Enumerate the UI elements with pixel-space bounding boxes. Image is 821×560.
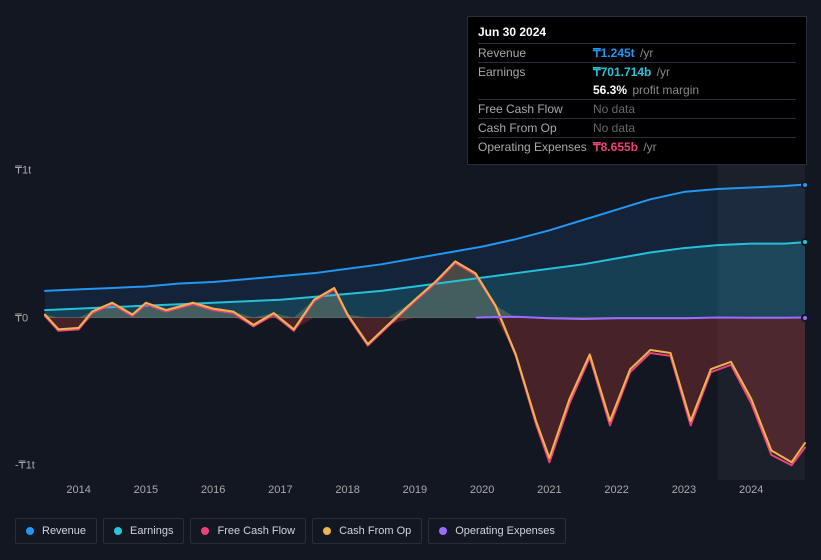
x-tick-label: 2021 [537, 484, 561, 496]
x-tick-label: 2016 [201, 484, 225, 496]
legend-label: Cash From Op [339, 525, 411, 537]
x-tick-label: 2014 [66, 484, 90, 496]
tooltip-row: Revenue₸1.245t /yr [478, 43, 796, 62]
x-tick-label: 2023 [672, 484, 696, 496]
x-tick-label: 2019 [403, 484, 427, 496]
tooltip-label: Free Cash Flow [478, 102, 593, 116]
legend-item-cash_from_op[interactable]: Cash From Op [312, 518, 422, 544]
chart-legend: Revenue Earnings Free Cash Flow Cash From O… [15, 518, 566, 544]
y-tick-label: ₸1t [15, 163, 31, 176]
legend-item-revenue[interactable]: Revenue [15, 518, 97, 544]
y-tick-label: -₸1t [15, 459, 35, 472]
chart-svg [15, 155, 805, 480]
series-endpoint-revenue [801, 181, 809, 189]
tooltip-value: ₸701.714b [593, 65, 651, 79]
series-endpoint-operating_expenses [801, 314, 809, 322]
tooltip-unit: /yr [637, 46, 654, 60]
tooltip-row: 56.3% profit margin [478, 81, 796, 99]
tooltip-row: Earnings₸701.714b /yr [478, 62, 796, 81]
x-tick-label: 2020 [470, 484, 494, 496]
legend-dot-icon [114, 527, 122, 535]
x-tick-label: 2022 [604, 484, 628, 496]
series-endpoint-earnings [801, 238, 809, 246]
x-tick-label: 2018 [335, 484, 359, 496]
chart-tooltip: Jun 30 2024 Revenue₸1.245t /yrEarnings₸7… [467, 16, 807, 165]
legend-item-earnings[interactable]: Earnings [103, 518, 184, 544]
legend-dot-icon [26, 527, 34, 535]
legend-label: Revenue [42, 525, 86, 537]
x-tick-label: 2015 [134, 484, 158, 496]
legend-dot-icon [439, 527, 447, 535]
legend-item-operating_expenses[interactable]: Operating Expenses [428, 518, 566, 544]
legend-dot-icon [323, 527, 331, 535]
legend-label: Operating Expenses [455, 525, 555, 537]
legend-item-free_cash_flow[interactable]: Free Cash Flow [190, 518, 306, 544]
tooltip-label: Cash From Op [478, 121, 593, 135]
tooltip-nodata: No data [593, 102, 635, 116]
tooltip-value: ₸1.245t [593, 46, 635, 60]
x-tick-label: 2024 [739, 484, 763, 496]
legend-dot-icon [201, 527, 209, 535]
legend-label: Free Cash Flow [217, 525, 295, 537]
chart-plot-area: ₸1t ₸0 -₸1t [15, 155, 805, 480]
legend-label: Earnings [130, 525, 173, 537]
tooltip-date: Jun 30 2024 [478, 25, 796, 39]
tooltip-value: ₸8.655b [593, 140, 638, 154]
tooltip-row: Free Cash FlowNo data [478, 99, 796, 118]
tooltip-subunit: profit margin [629, 83, 699, 97]
tooltip-subvalue: 56.3% [593, 83, 627, 97]
tooltip-unit: /yr [640, 140, 657, 154]
tooltip-nodata: No data [593, 121, 635, 135]
tooltip-label: Earnings [478, 65, 593, 79]
tooltip-label: Operating Expenses [478, 140, 593, 154]
tooltip-row: Operating Expenses₸8.655b /yr [478, 137, 796, 156]
x-tick-label: 2017 [268, 484, 292, 496]
tooltip-label: Revenue [478, 46, 593, 60]
x-axis: 2014 2015 2016 2017 2018 2019 2020 2021 2022 2023… [15, 484, 805, 500]
y-tick-label: ₸0 [15, 311, 28, 324]
tooltip-unit: /yr [653, 65, 670, 79]
tooltip-row: Cash From OpNo data [478, 118, 796, 137]
